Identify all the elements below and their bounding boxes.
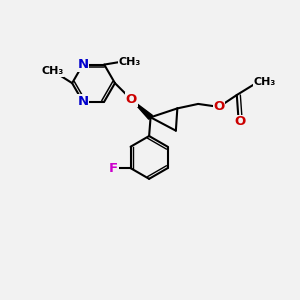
Text: O: O <box>234 115 245 128</box>
Polygon shape <box>131 100 152 119</box>
Text: N: N <box>77 95 88 108</box>
Text: CH₃: CH₃ <box>253 76 276 87</box>
Text: CH₃: CH₃ <box>42 66 64 76</box>
Text: N: N <box>77 58 88 71</box>
Text: O: O <box>126 93 137 106</box>
Text: F: F <box>109 162 118 175</box>
Text: O: O <box>213 100 225 113</box>
Text: CH₃: CH₃ <box>118 57 141 67</box>
